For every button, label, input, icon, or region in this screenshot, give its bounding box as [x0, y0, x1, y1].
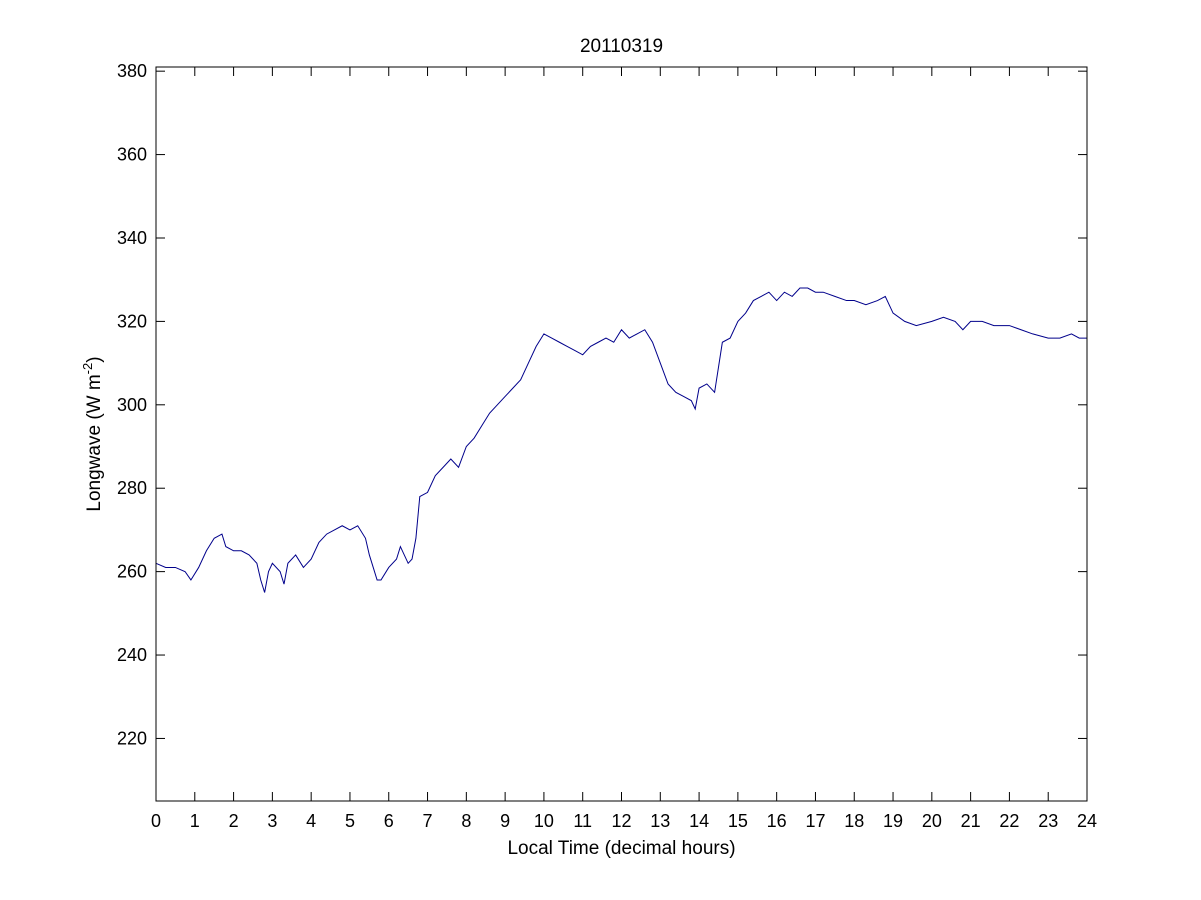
y-tick-label: 320 [117, 311, 147, 331]
x-tick-label: 24 [1077, 811, 1097, 831]
x-tick-label: 10 [534, 811, 554, 831]
x-axis-label: Local Time (decimal hours) [507, 838, 735, 859]
y-tick-label: 240 [117, 645, 147, 665]
x-tick-label: 6 [384, 811, 394, 831]
x-tick-label: 11 [573, 811, 592, 831]
y-tick-label: 360 [117, 145, 147, 165]
x-tick-label: 5 [345, 811, 355, 831]
x-tick-label: 20 [922, 811, 942, 831]
x-tick-label: 4 [306, 811, 316, 831]
x-tick-label: 19 [883, 811, 903, 831]
x-tick-label: 9 [500, 811, 510, 831]
chart-title: 20110319 [580, 36, 663, 57]
y-tick-label: 260 [117, 562, 147, 582]
x-tick-label: 14 [689, 811, 709, 831]
x-tick-label: 16 [767, 811, 787, 831]
x-tick-label: 0 [151, 811, 161, 831]
y-tick-label: 280 [117, 478, 147, 498]
x-tick-label: 7 [423, 811, 433, 831]
y-axis-label-superscript: -2 [80, 363, 95, 375]
y-tick-label: 220 [117, 728, 147, 748]
x-tick-label: 2 [229, 811, 239, 831]
x-tick-label: 13 [650, 811, 670, 831]
x-tick-label: 12 [611, 811, 631, 831]
y-axis-label: Longwave (W m-2) [80, 356, 105, 511]
x-tick-label: 18 [844, 811, 864, 831]
y-tick-label: 380 [117, 61, 147, 81]
plot-area [156, 67, 1087, 801]
x-tick-label: 8 [461, 811, 471, 831]
y-axis-label-main: Longwave (W m [84, 374, 105, 511]
data-layer [155, 287, 1087, 593]
plot-background [156, 67, 1087, 801]
axes-layer: 0 1 2 3 4 5 6 7 8 9 10 11 12 13 14 15 16 17 18 19 20 21 22 23 24… [117, 61, 1097, 831]
y-axis-label-suffix: ) [84, 356, 105, 362]
y-tick-label: 340 [117, 228, 147, 248]
x-tick-label: 22 [999, 811, 1019, 831]
y-tick-label: 300 [117, 395, 147, 415]
x-tick-label: 15 [728, 811, 748, 831]
series-line-0 [155, 287, 1087, 593]
x-tick-label: 1 [190, 811, 200, 831]
x-tick-label: 17 [805, 811, 825, 831]
x-tick-label: 23 [1038, 811, 1058, 831]
x-tick-label: 21 [961, 811, 981, 831]
x-tick-label: 3 [267, 811, 277, 831]
